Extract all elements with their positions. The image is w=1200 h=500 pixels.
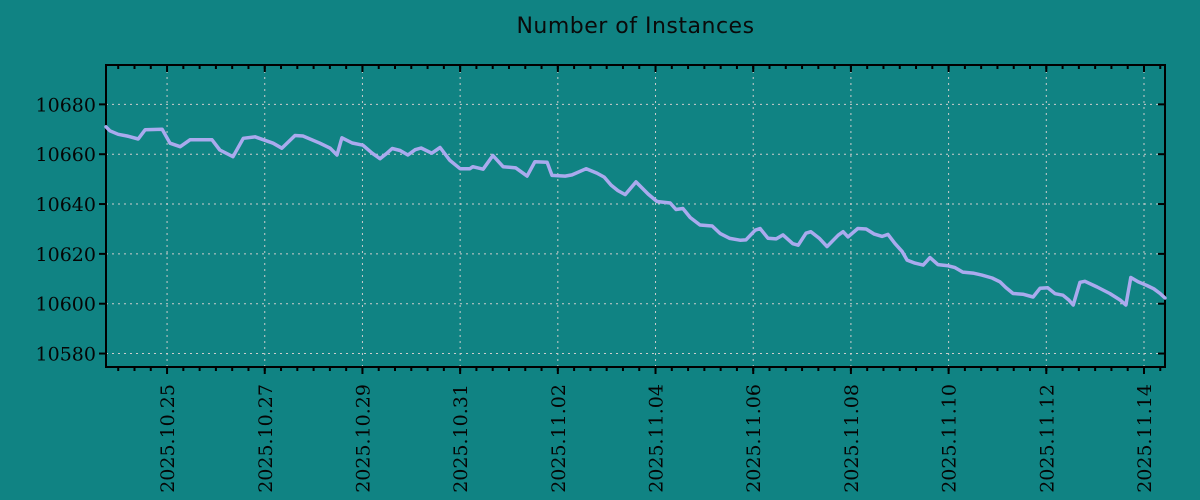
- y-tick-label: 10580: [36, 344, 96, 366]
- plot-border: [105, 64, 1166, 368]
- y-tick-label: 10680: [36, 94, 96, 116]
- x-tick-label: 2025.10.25: [157, 384, 179, 493]
- x-tick-label: 2025.11.10: [939, 384, 961, 493]
- x-tick-label: 2025.11.08: [841, 384, 863, 493]
- x-tick-label: 2025.10.31: [450, 384, 472, 493]
- x-tick-label: 2025.11.06: [743, 384, 765, 493]
- x-tick-label: 2025.10.29: [352, 384, 374, 493]
- data-line-instances: [104, 125, 1167, 307]
- x-tick-label: 2025.11.14: [1134, 384, 1156, 493]
- y-tick-label: 10640: [36, 194, 96, 216]
- x-tick-label: 2025.10.27: [255, 384, 277, 493]
- y-tick-label: 10660: [36, 144, 96, 166]
- y-tick-label: 10600: [36, 294, 96, 316]
- y-tick-label: 10620: [36, 244, 96, 266]
- x-tick-label: 2025.11.02: [548, 384, 570, 493]
- x-tick-label: 2025.11.12: [1036, 384, 1058, 493]
- x-tick-label: 2025.11.04: [646, 384, 668, 493]
- chart-title: Number of Instances: [516, 14, 755, 39]
